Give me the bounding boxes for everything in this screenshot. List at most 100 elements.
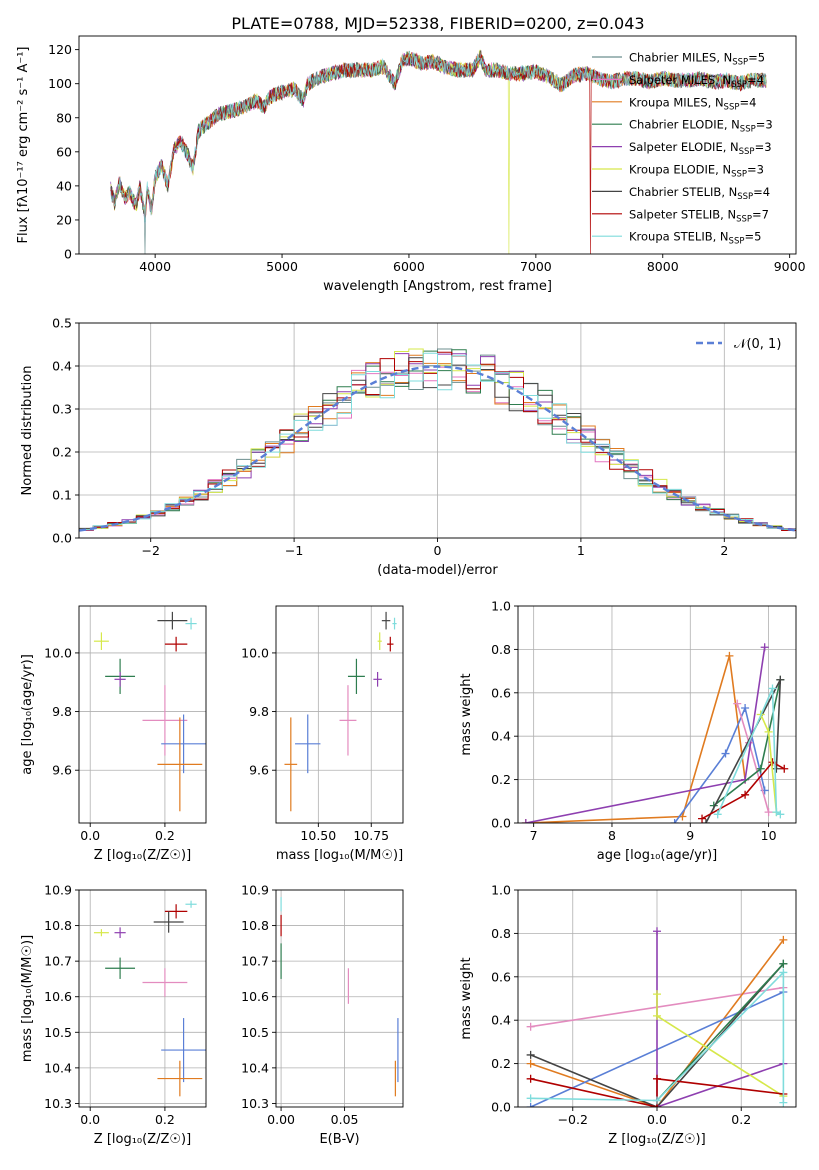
weight-marker bbox=[526, 1074, 535, 1083]
weight-marker bbox=[741, 703, 750, 712]
legend-tail: =7 bbox=[752, 207, 769, 221]
legend-label: Kroupa STELIB, NSSP=5 bbox=[629, 230, 761, 247]
weight-line bbox=[530, 963, 784, 1107]
y-tick-label: 10.9 bbox=[241, 883, 269, 898]
legend-tail: =4 bbox=[739, 95, 756, 109]
plot-layer bbox=[79, 348, 796, 533]
y-axis-label: Flux [fλ10⁻¹⁷ erg cm⁻² s⁻¹ A⁻¹] bbox=[16, 47, 31, 244]
y-tick-label: 10.7 bbox=[44, 954, 72, 969]
errorbar-point bbox=[284, 717, 298, 812]
axes-frame bbox=[78, 35, 797, 255]
y-tick-label: 10.6 bbox=[241, 989, 269, 1004]
figure-title: PLATE=0788, MJD=52338, FIBERID=0200, z=0… bbox=[231, 14, 644, 33]
x-tick-label: 9 bbox=[686, 828, 694, 843]
legend-sub: SSP bbox=[737, 192, 753, 202]
x-tick-label: 9000 bbox=[774, 259, 806, 274]
weight-marker bbox=[653, 1096, 661, 1105]
legend-tail: =3 bbox=[755, 140, 772, 154]
legend-label: Chabrier STELIB, NSSP=4 bbox=[629, 185, 770, 202]
x-axis-label: Z [log₁₀(Z/Z☉)] bbox=[94, 848, 191, 863]
legend: Chabrier MILES, NSSP=5 Salpeter MILES, NS… bbox=[592, 51, 773, 247]
errorbar-point bbox=[161, 1018, 206, 1083]
x-tick-label: 6000 bbox=[393, 259, 425, 274]
errorbar-point bbox=[93, 929, 109, 937]
errorbar-point bbox=[295, 714, 321, 774]
weight-marker bbox=[779, 935, 788, 944]
y-tick-label: 10.4 bbox=[241, 1060, 269, 1075]
y-axis-label: Normed distribution bbox=[20, 366, 35, 496]
weight-line bbox=[673, 705, 766, 823]
y-tick-label: 0.4 bbox=[491, 1013, 511, 1028]
x-axis-label: wavelength [Angstrom, rest frame] bbox=[323, 279, 552, 294]
errorbar-point bbox=[339, 685, 357, 756]
panel-spectrum: 4000 5000 6000 7000 8000 9000 0 20 40 60 80 100 120 w… bbox=[16, 35, 806, 294]
weight-marker bbox=[756, 764, 765, 773]
x-tick-label: 0.0 bbox=[647, 1112, 667, 1127]
y-tick-label: 0.1 bbox=[52, 488, 72, 503]
weight-marker bbox=[764, 727, 773, 736]
x-tick-label: 0 bbox=[434, 543, 442, 558]
x-tick-label: 0.2 bbox=[731, 1112, 751, 1127]
errorbar-point bbox=[347, 658, 365, 694]
errorbar-point bbox=[105, 957, 136, 979]
weight-marker bbox=[725, 651, 734, 660]
x-tick-label: 10.50 bbox=[300, 828, 336, 843]
panel-weight-vs-Z: −0.2 0.0 0.2 0.0 0.2 0.4 0.6 0.8 1.0 Z [log₁₀(Z/Z… bbox=[459, 883, 797, 1147]
histogram-series bbox=[79, 352, 796, 533]
x-tick-label: 10.75 bbox=[353, 828, 389, 843]
x-tick-label: 0.2 bbox=[155, 1112, 175, 1127]
plot-layer bbox=[284, 611, 397, 812]
weight-marker bbox=[670, 819, 679, 823]
x-tick-label: 4000 bbox=[139, 259, 171, 274]
axes-frame bbox=[78, 889, 207, 1108]
y-tick-label: 0.0 bbox=[491, 816, 511, 831]
y-tick-label: 9.8 bbox=[52, 704, 72, 719]
y-tick-label: 9.8 bbox=[249, 704, 269, 719]
legend-sub: SSP bbox=[739, 147, 755, 157]
y-tick-label: 0.0 bbox=[491, 1100, 511, 1115]
y-tick-label: 9.6 bbox=[249, 763, 269, 778]
errorbar-point bbox=[381, 611, 391, 630]
x-tick-label: 7 bbox=[530, 828, 538, 843]
errorbar-point bbox=[387, 636, 394, 652]
plot-layer bbox=[521, 643, 789, 823]
errorbar-point bbox=[373, 671, 382, 687]
weight-marker bbox=[698, 814, 707, 823]
errorbar-point bbox=[142, 968, 188, 997]
weight-marker bbox=[526, 1103, 535, 1107]
panel-age-vs-mass: 10.50 10.75 9.6 9.8 10.0 mass [log₁₀(M/M☉)] bbox=[241, 605, 404, 863]
y-tick-label: 120 bbox=[48, 42, 72, 57]
y-tick-label: 20 bbox=[56, 212, 72, 227]
weight-marker bbox=[780, 764, 789, 773]
weight-line bbox=[701, 761, 785, 820]
legend-label: Salpeter ELODIE, NSSP=3 bbox=[629, 140, 772, 157]
y-tick-label: 10.8 bbox=[44, 918, 72, 933]
weight-marker bbox=[526, 1059, 535, 1068]
weight-marker bbox=[526, 1050, 535, 1059]
weight-marker bbox=[779, 959, 788, 968]
errorbar-point bbox=[377, 632, 382, 650]
y-axis-label: mass weight bbox=[459, 957, 474, 1039]
legend-label: Salpeter STELIB, NSSP=7 bbox=[629, 207, 769, 224]
y-tick-label: 10.5 bbox=[44, 1025, 72, 1040]
x-tick-label: −2 bbox=[141, 543, 159, 558]
y-axis-label: mass [log₁₀(M/M☉)] bbox=[20, 935, 35, 1062]
x-tick-label: 8000 bbox=[647, 259, 679, 274]
weight-marker bbox=[653, 927, 661, 936]
x-axis-label: (data-model)/error bbox=[377, 563, 498, 578]
x-axis-label: mass [log₁₀(M/M☉)] bbox=[276, 848, 403, 863]
errorbar-point bbox=[157, 611, 188, 630]
y-tick-label: 0.2 bbox=[491, 772, 511, 787]
y-tick-label: 0 bbox=[64, 247, 72, 262]
legend-label: Kroupa MILES, NSSP=4 bbox=[629, 95, 756, 112]
legend-tail: =4 bbox=[747, 73, 764, 87]
y-tick-label: 0.8 bbox=[491, 926, 511, 941]
panel-mass-vs-Z: 0.0 0.2 10.3 10.4 10.5 10.6 10.7 10.8 10.9 Z [log… bbox=[20, 883, 207, 1147]
y-tick-label: 40 bbox=[56, 178, 72, 193]
y-tick-label: 0.3 bbox=[52, 402, 72, 417]
weight-line bbox=[656, 963, 784, 1102]
weight-marker bbox=[779, 1098, 788, 1107]
axes-frame bbox=[78, 322, 797, 539]
x-tick-label: 10 bbox=[761, 828, 777, 843]
weight-line bbox=[530, 939, 785, 1107]
